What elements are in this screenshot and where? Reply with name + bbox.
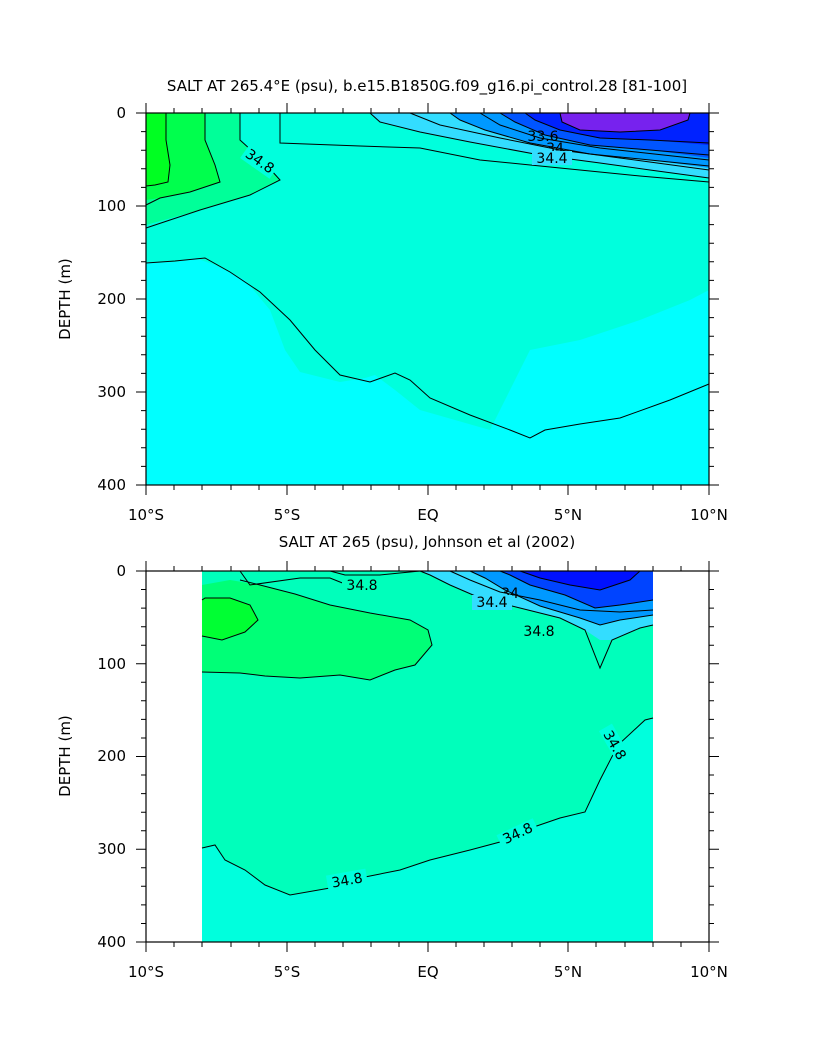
top-contour-label-bg — [240, 143, 280, 179]
bottom-bright-green-fill — [202, 598, 258, 640]
top-contour — [145, 257, 710, 439]
bottom-y-tick-label: 0 — [116, 562, 126, 580]
top-y-minor-ticks-right — [709, 131, 714, 467]
bottom-contour-lines — [201, 570, 654, 896]
bottom-contour — [201, 579, 433, 681]
bottom-contour — [499, 570, 654, 609]
top-y-tick-label: 300 — [97, 383, 126, 401]
bottom-y-tick-label: 200 — [97, 747, 126, 765]
bottom-y-major-ticks — [136, 570, 146, 943]
top-x-tick-label: 10°N — [690, 506, 728, 524]
bottom-contour — [201, 717, 654, 896]
bottom-y-major-ticks-right — [709, 570, 719, 943]
bottom-y-minor-ticks-right — [709, 589, 714, 924]
bottom-contour-label-bg — [519, 624, 559, 639]
bottom-contour-label: 34.8 — [523, 624, 554, 640]
bottom-contour — [201, 597, 259, 641]
bottom-x-tick-label: EQ — [417, 963, 438, 981]
bottom-x-tick-label: 5°N — [554, 963, 582, 981]
bottom-x-minor-ticks — [173, 942, 682, 947]
bottom-contour — [329, 570, 421, 576]
top-contour-label-bg — [532, 151, 572, 165]
top-contour-label: 33.6 — [527, 129, 558, 145]
bottom-contour — [239, 570, 361, 591]
bottom-x-tick-label: 5°S — [274, 963, 301, 981]
top-y-tick-label: 100 — [97, 197, 126, 215]
bottom-contour — [469, 570, 654, 626]
top-contour — [524, 112, 710, 144]
bottom-contour-label-bg — [342, 578, 382, 593]
bottom-y-axis-label: DEPTH (m) — [56, 715, 74, 797]
bottom-contour-label-bg — [598, 723, 632, 766]
top-x-tick-label: 5°N — [554, 506, 582, 524]
bottom-x-minor-ticks-top — [173, 566, 682, 571]
top-contour — [559, 112, 691, 133]
bottom-x-major-ticks — [145, 942, 710, 952]
bottom-blue-dark-fill — [520, 571, 640, 590]
top-y-minor-ticks — [141, 131, 146, 467]
top-x-major-ticks — [145, 485, 710, 495]
top-x-tick-label: EQ — [417, 506, 438, 524]
bottom-contour-label-bg — [496, 818, 540, 849]
bottom-contour-label: 34.8 — [330, 870, 363, 891]
bottom-contour-label: 34.8 — [346, 578, 377, 594]
top-y-tick-label: 200 — [97, 290, 126, 308]
bottom-y-tick-label: 100 — [97, 655, 126, 673]
top-contour — [449, 112, 710, 167]
top-x-tick-label: 5°S — [274, 506, 301, 524]
top-contour — [145, 113, 221, 206]
top-y-axis-label: DEPTH (m) — [56, 258, 74, 340]
top-purple-fill — [560, 113, 690, 132]
bottom-x-major-ticks-top — [145, 561, 710, 571]
top-ticks — [136, 103, 719, 495]
top-contour — [479, 112, 710, 161]
bottom-panel: SALT AT 265 (psu), Johnson et al (2002) … — [56, 533, 728, 981]
top-x-tick-label: 10°S — [128, 506, 164, 524]
top-panel: SALT AT 265.4°E (psu), b.e15.B1850G.f09_… — [56, 77, 728, 524]
bottom-ticks — [136, 561, 719, 952]
bottom-title: SALT AT 265 (psu), Johnson et al (2002) — [279, 533, 576, 551]
bottom-x-tick-label: 10°N — [690, 963, 728, 981]
top-mid-fill — [146, 113, 709, 430]
bottom-contour-label-bg — [472, 595, 512, 610]
top-contour — [499, 112, 710, 156]
top-title: SALT AT 265.4°E (psu), b.e15.B1850G.f09_… — [167, 77, 687, 96]
top-contour — [409, 112, 710, 171]
bottom-contour — [419, 570, 654, 670]
top-y-tick-label: 400 — [97, 476, 126, 494]
top-contour — [145, 113, 281, 229]
top-bright-green-fill — [146, 113, 170, 186]
top-contour — [145, 113, 171, 187]
top-contour-lines — [145, 112, 710, 439]
bottom-x-tick-label: 10°S — [128, 963, 164, 981]
top-x-minor-ticks-top — [173, 108, 682, 113]
bottom-y-minor-ticks — [141, 589, 146, 924]
bottom-contour-label-bg — [325, 868, 368, 891]
top-y-major-ticks — [136, 112, 146, 486]
top-contour — [369, 112, 710, 179]
top-contour-label: 34.4 — [536, 151, 567, 167]
bottom-contour — [519, 570, 641, 591]
top-y-major-ticks-right — [709, 112, 719, 486]
bottom-contour — [449, 570, 654, 613]
top-y-tick-label: 0 — [116, 104, 126, 122]
bottom-y-tick-label: 400 — [97, 933, 126, 951]
bottom-green-fill — [202, 580, 432, 680]
top-x-major-ticks-top — [145, 103, 710, 113]
top-x-minor-ticks — [173, 485, 682, 490]
top-contour — [279, 113, 710, 183]
bottom-y-tick-label: 300 — [97, 840, 126, 858]
bottom-contour-label: 34.4 — [476, 595, 507, 611]
